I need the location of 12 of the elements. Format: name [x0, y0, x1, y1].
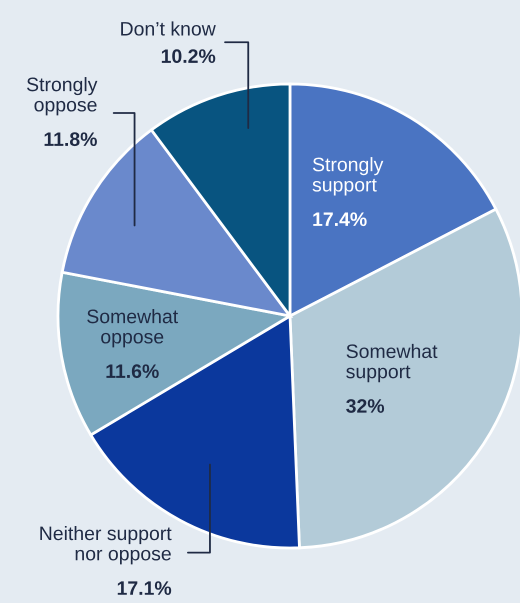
data-label: 10.2%	[162, 49, 216, 64]
slice-label: Neither support nor oppose	[40, 526, 172, 564]
data-label: 32%	[346, 399, 384, 413]
slice-label: Strongly oppose	[26, 77, 98, 116]
slice-label: Strongly support	[312, 157, 384, 196]
slice-label: Somewhat support	[346, 344, 438, 382]
data-label: 11.6%	[106, 364, 159, 378]
data-label: 17.4%	[313, 212, 367, 226]
slice-label: Somewhat oppose	[87, 309, 178, 348]
data-label: 17.1%	[118, 581, 172, 595]
slice-label: Don’t know	[121, 21, 216, 36]
data-label: 11.8%	[44, 132, 97, 146]
